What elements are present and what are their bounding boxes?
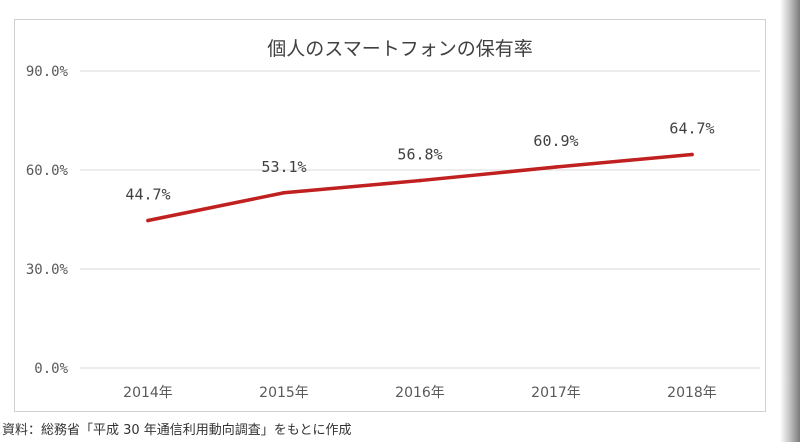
series-line [146,152,694,223]
x-tick-label: 2018年 [667,385,717,401]
source-note: 資料：総務省「平成 30 年通信利用動向調査」をもとに作成 [2,423,352,438]
y-tick-label: 30.0% [26,262,69,278]
data-label: 56.8% [397,146,442,164]
data-point [690,152,694,157]
data-point [282,190,286,195]
data-label: 44.7% [125,185,170,203]
y-tick-label: 90.0% [26,64,69,80]
x-tick-label: 2017年 [531,385,581,401]
chart-frame [14,19,766,412]
x-tick-label: 2015年 [259,385,309,401]
y-tick-label: 60.0% [26,163,69,179]
data-point [418,178,422,183]
chart-title: 個人のスマートフォンの保有率 [267,38,532,60]
x-tick-label: 2016年 [395,385,445,401]
page-edge-shadow [780,0,800,442]
data-label: 60.9% [533,132,578,150]
data-label: 53.1% [261,158,306,176]
x-tick-label: 2014年 [123,385,173,401]
data-label: 64.7% [669,119,714,137]
data-point [554,165,558,169]
data-point [146,218,150,223]
y-tick-label: 0.0% [34,361,68,377]
